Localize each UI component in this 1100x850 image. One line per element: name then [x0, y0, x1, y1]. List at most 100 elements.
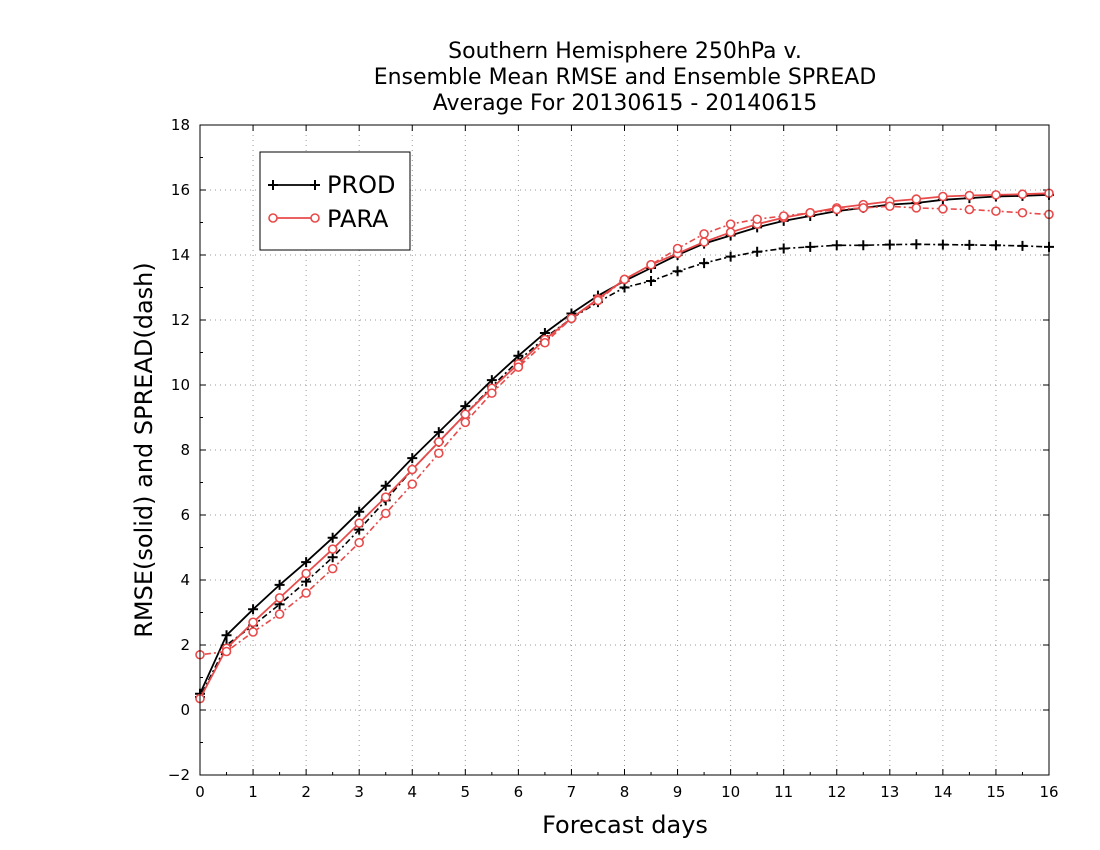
legend-label-para: PARA	[327, 205, 389, 233]
data-point	[274, 609, 285, 619]
y-tick-label: 6	[180, 506, 190, 524]
data-point	[248, 617, 258, 628]
grid	[200, 125, 1049, 775]
data-point	[274, 579, 285, 590]
x-tick-label: 0	[195, 783, 205, 801]
x-tick-label: 4	[407, 783, 417, 801]
data-point	[884, 239, 895, 250]
chart-title: Southern Hemisphere 250hPa v. Ensemble M…	[374, 39, 877, 116]
data-point	[460, 417, 471, 428]
data-point	[301, 588, 311, 598]
data-point	[619, 274, 630, 285]
data-point	[354, 518, 364, 528]
y-tick-label: 14	[171, 246, 190, 264]
x-tick-label: 1	[248, 783, 258, 801]
y-tick-label: 2	[180, 636, 190, 654]
data-point	[699, 229, 709, 239]
data-point	[937, 239, 948, 250]
series-line	[199, 205, 1050, 656]
data-point	[831, 204, 842, 215]
x-tick-label: 12	[827, 783, 846, 801]
data-point	[991, 206, 1001, 216]
data-point	[964, 190, 975, 201]
y-tick-label: 10	[171, 376, 190, 394]
data-point	[672, 266, 683, 277]
data-point	[831, 240, 842, 251]
x-tick-label: 5	[461, 783, 471, 801]
data-point	[699, 258, 710, 269]
data-point	[805, 207, 816, 218]
y-tick-label: 16	[171, 181, 190, 199]
data-point	[487, 388, 497, 398]
data-point	[407, 479, 418, 489]
data-point	[248, 627, 258, 637]
data-point	[938, 191, 948, 202]
legend-box	[259, 151, 411, 251]
data-point	[911, 203, 922, 213]
data-point	[566, 313, 577, 324]
data-point	[354, 506, 365, 517]
data-point	[301, 557, 312, 568]
data-point	[380, 508, 391, 519]
x-tick-label: 2	[301, 783, 311, 801]
data-point	[380, 480, 391, 491]
data-point	[725, 251, 736, 262]
x-tick-label: 9	[673, 783, 683, 801]
y-axis-label: RMSE(solid) and SPREAD(dash)	[130, 262, 158, 638]
data-point	[327, 563, 338, 574]
data-point	[460, 409, 471, 420]
data-point	[964, 239, 975, 250]
x-axis-ticks: 0 1 2 3 4 5 6 7 8 9 10 11 12 13 14 15 16	[195, 125, 1059, 801]
data-point	[540, 337, 550, 348]
series-layer	[195, 188, 1054, 704]
x-tick-label: 7	[567, 783, 577, 801]
x-tick-label: 16	[1039, 783, 1058, 801]
legend-entry-para: PARA	[268, 205, 389, 233]
data-point	[778, 211, 789, 221]
chart-title-line-2: Ensemble Mean RMSE and Ensemble SPREAD	[374, 65, 877, 90]
x-tick-label: 11	[774, 783, 793, 801]
data-point	[301, 568, 311, 579]
data-point	[433, 427, 444, 438]
data-point	[646, 276, 657, 286]
data-point	[911, 239, 922, 250]
legend-entry-prod: PROD	[268, 171, 396, 199]
data-point	[221, 630, 232, 641]
data-point	[407, 464, 418, 475]
plot-frame	[199, 124, 1050, 776]
data-point	[964, 204, 975, 215]
data-point	[513, 362, 524, 372]
data-point	[938, 204, 948, 214]
data-point	[699, 237, 709, 247]
x-tick-label: 14	[933, 783, 952, 801]
data-point	[1017, 240, 1028, 251]
data-point	[805, 241, 816, 252]
data-point	[1017, 207, 1028, 218]
legend-marker	[310, 180, 320, 190]
x-tick-label: 6	[514, 783, 524, 801]
data-point	[725, 227, 736, 238]
y-tick-label: 8	[180, 441, 190, 459]
data-point	[221, 646, 232, 657]
data-point	[725, 219, 736, 229]
data-point	[672, 243, 683, 254]
legend-marker	[268, 213, 278, 223]
data-point	[1017, 189, 1028, 200]
legend-label-prod: PROD	[327, 171, 396, 199]
y-tick-label: −2	[168, 766, 190, 784]
data-point	[646, 259, 656, 270]
legend-marker	[268, 180, 278, 190]
data-point	[248, 604, 259, 615]
x-tick-label: 8	[620, 783, 630, 801]
series-prod-rmse	[195, 189, 1054, 699]
x-tick-label: 3	[354, 783, 364, 801]
data-point	[354, 537, 364, 548]
y-tick-label: 4	[180, 571, 190, 589]
x-tick-label: 10	[721, 783, 740, 801]
y-tick-label: 18	[171, 116, 190, 134]
data-point	[991, 190, 1001, 200]
data-point	[327, 532, 338, 543]
chart-title-line-1: Southern Hemisphere 250hPa v.	[448, 39, 802, 64]
x-tick-label: 15	[986, 783, 1005, 801]
